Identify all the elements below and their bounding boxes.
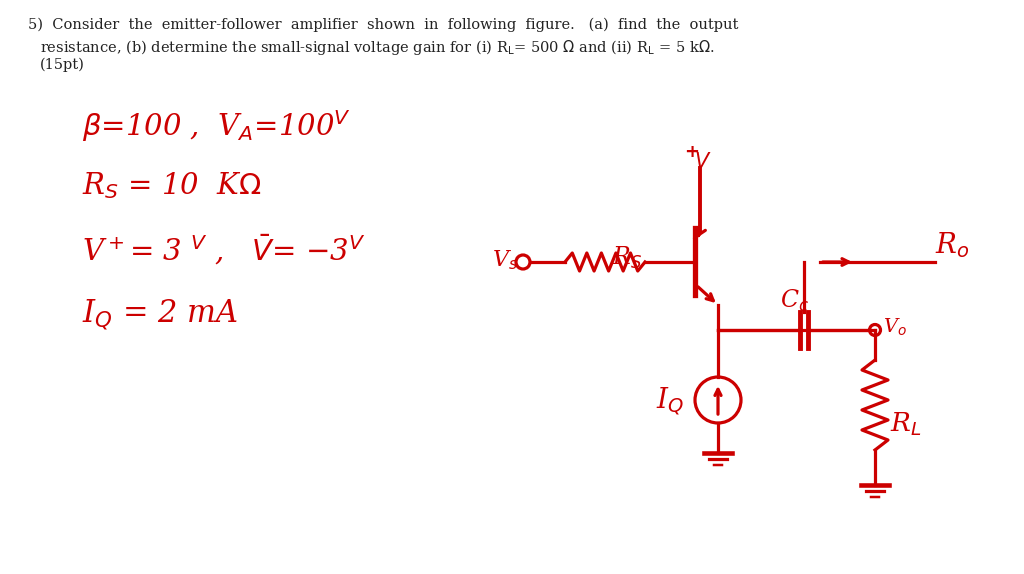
Text: I$_Q$ = 2 mA: I$_Q$ = 2 mA <box>82 298 238 332</box>
Text: R$_S$: R$_S$ <box>612 245 642 271</box>
Text: (15pt): (15pt) <box>40 58 85 72</box>
Text: +: + <box>684 143 699 161</box>
Text: R$_S$ = 10  K$\Omega$: R$_S$ = 10 K$\Omega$ <box>82 170 262 201</box>
Text: resistance, (b) determine the small-signal voltage gain for (i) R$_{\rm L}$= 500: resistance, (b) determine the small-sign… <box>40 38 715 57</box>
Text: V$_o$: V$_o$ <box>883 317 907 338</box>
Text: I$_Q$: I$_Q$ <box>656 385 684 417</box>
Text: V$_s$: V$_s$ <box>492 248 518 272</box>
Text: R$_o$: R$_o$ <box>935 230 970 260</box>
Text: R$_L$: R$_L$ <box>890 410 922 437</box>
Text: 5)  Consider  the  emitter-follower  amplifier  shown  in  following  figure.   : 5) Consider the emitter-follower amplifi… <box>28 18 738 32</box>
Text: $\beta$=100 ,  V$_A$=100$^V$: $\beta$=100 , V$_A$=100$^V$ <box>82 108 351 144</box>
Text: C$_c$: C$_c$ <box>780 288 809 314</box>
Text: V$^+$= 3 $^V$ ,   $\bar{V}$= $-$3$^V$: V$^+$= 3 $^V$ , $\bar{V}$= $-$3$^V$ <box>82 232 366 267</box>
Text: V: V <box>694 152 709 172</box>
